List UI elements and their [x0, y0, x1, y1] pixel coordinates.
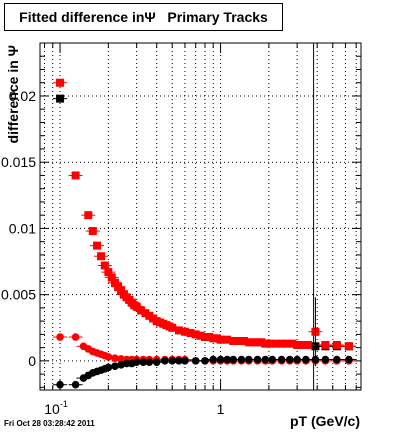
plot-frame: [39, 42, 362, 391]
square-marker: [180, 327, 189, 336]
square-marker: [107, 273, 116, 282]
x-axis-label: pT (GeV/c): [290, 413, 360, 429]
square-marker: [240, 336, 249, 345]
circle-marker: [268, 355, 277, 364]
square-marker: [104, 268, 113, 277]
square-marker: [186, 329, 195, 338]
square-marker: [88, 227, 97, 236]
circle-marker: [321, 355, 330, 364]
y-tick-label: 0.005: [1, 287, 36, 303]
x-tick-exponent: -1: [60, 399, 68, 409]
circle-marker: [253, 355, 262, 364]
circle-marker: [209, 355, 218, 364]
circle-marker: [152, 358, 161, 366]
y-tick-label: 0.015: [1, 154, 36, 170]
square-marker: [191, 330, 200, 339]
y-tick-label: 0.02: [9, 88, 36, 104]
circle-marker: [111, 362, 119, 370]
square-marker: [84, 211, 93, 220]
x-tick-label: 1: [217, 401, 225, 417]
circle-marker: [181, 357, 189, 365]
circle-marker: [117, 355, 125, 363]
square-marker: [93, 241, 102, 250]
square-marker: [97, 252, 106, 261]
square-marker: [100, 261, 109, 270]
square-marker: [321, 340, 330, 349]
square-marker: [332, 340, 341, 349]
circle-marker: [56, 380, 64, 389]
chart-title: Fitted difference inΨ Primary Tracks: [19, 9, 268, 25]
circle-marker: [302, 355, 310, 364]
square-marker: [303, 340, 312, 349]
x-tick-labels: 10-1 1: [44, 399, 224, 417]
y-axis-label: difference in Ψ: [5, 45, 21, 143]
circle-marker: [71, 380, 80, 389]
circle-marker: [277, 355, 286, 364]
circle-marker: [145, 358, 154, 366]
timestamp-footer: Fri Oct 28 03:28:42 2011: [4, 419, 95, 428]
circle-marker: [161, 357, 169, 365]
square-marker: [196, 331, 205, 340]
x-tick-label: 10-1: [44, 399, 68, 417]
square-marker: [132, 302, 141, 311]
circle-marker: [237, 355, 246, 364]
chart-title-box: Fitted difference inΨ Primary Tracks: [4, 3, 283, 31]
circle-marker: [293, 355, 301, 364]
circle-marker: [104, 363, 113, 372]
y-tick-label: 0: [28, 353, 36, 369]
circle-marker: [245, 355, 253, 364]
circle-marker: [111, 354, 119, 363]
square-marker: [288, 339, 297, 348]
square-marker: [56, 94, 65, 103]
circle-marker: [345, 355, 353, 364]
circle-marker: [285, 355, 294, 364]
square-marker: [344, 342, 353, 351]
square-marker: [168, 323, 177, 332]
y-tick-labels: 0 0.005 0.01 0.015 0.02: [1, 88, 36, 369]
y-tick-label: 0.01: [9, 220, 36, 236]
square-marker: [174, 326, 183, 335]
circle-marker: [104, 353, 113, 361]
circle-marker: [201, 357, 209, 365]
square-marker: [71, 171, 80, 180]
data-markers: [53, 78, 356, 389]
circle-marker: [56, 333, 64, 341]
square-marker: [223, 335, 232, 344]
circle-marker: [71, 333, 80, 341]
circle-marker: [229, 355, 238, 364]
circle-marker: [191, 357, 200, 365]
square-marker: [137, 306, 146, 315]
square-marker: [56, 78, 65, 87]
circle-marker: [332, 355, 341, 364]
